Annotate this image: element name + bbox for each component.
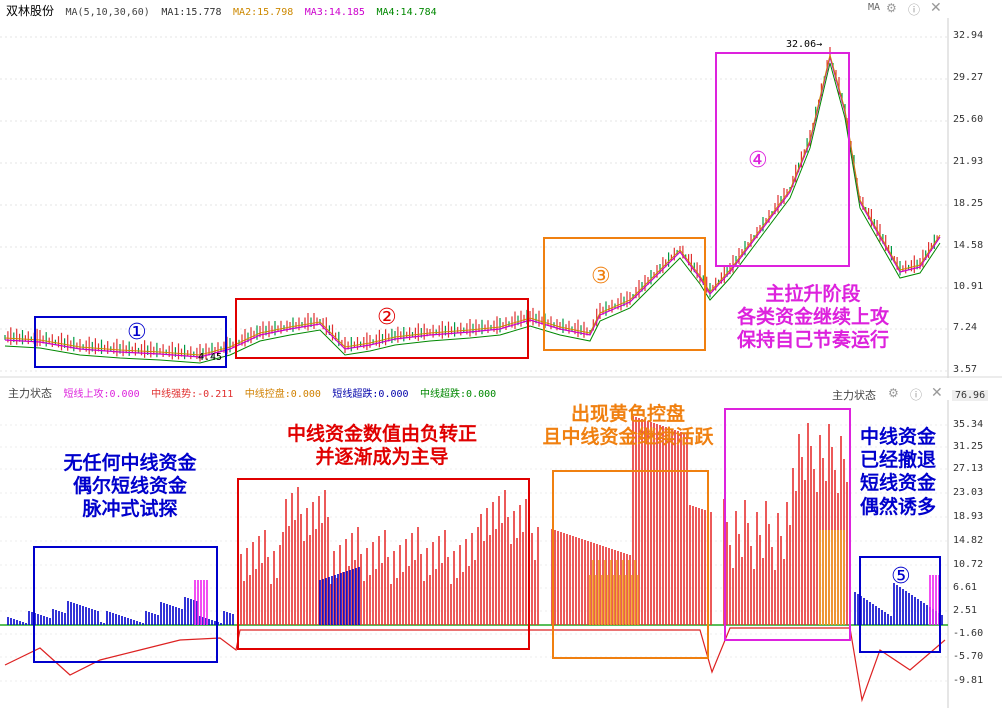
note-line: 无任何中线资金	[63, 452, 197, 474]
gear-icon[interactable]: ⚙	[886, 1, 897, 15]
circle-4-label: ④	[748, 148, 768, 173]
stage5-note: 中线资金 已经撤退 短线资金 偶然诱多	[850, 426, 946, 519]
help-icon[interactable]: ⓘ	[910, 388, 923, 402]
close-icon[interactable]: ✕	[931, 385, 943, 401]
ind-tick: 2.51	[953, 605, 978, 616]
stock-name[interactable]: 双林股份	[6, 4, 55, 18]
ind-tick: 35.34	[953, 419, 984, 430]
note-line: 中线资金	[859, 426, 936, 448]
mid-control-value: 中线控盘:0.000	[244, 389, 321, 400]
note-line: 各类资金继续上攻	[736, 306, 889, 329]
price-tick: 21.93	[953, 156, 984, 167]
ind-tick: 10.72	[953, 559, 984, 570]
stage2-ind-box	[237, 478, 530, 650]
indicator-top-value: 76.96	[952, 390, 989, 401]
note-line: 已经撤退	[859, 449, 936, 472]
price-tick: 3.57	[953, 364, 978, 375]
stage4-note: 主拉升阶段 各类资金继续上攻 保持自己节奏运行	[718, 283, 908, 353]
ind-tick: -5.70	[953, 651, 984, 662]
mid-strong-value: 中线强势:-0.211	[151, 389, 234, 400]
stage1-ind-box	[33, 546, 218, 663]
low-price-label: 4.45	[198, 352, 223, 363]
help-icon[interactable]: ⓘ	[908, 3, 921, 17]
note-line: 短线资金	[859, 472, 936, 495]
stage4-ind-box	[724, 408, 851, 641]
ma3-value: MA3:14.185	[304, 7, 365, 18]
short-jump-value: 短线超跌:0.000	[332, 389, 409, 400]
price-tick: 14.58	[953, 240, 984, 251]
short-up-value: 短线上攻:0.000	[63, 389, 140, 400]
high-price-label: 32.06→	[786, 39, 823, 50]
price-tick: 10.91	[953, 281, 984, 292]
note-line: 保持自己节奏运行	[736, 329, 889, 352]
stage3-box	[543, 237, 706, 351]
indicator-name-right: 主力状态	[832, 389, 876, 402]
price-tick: 29.27	[953, 72, 984, 83]
close-icon[interactable]: ✕	[930, 0, 942, 16]
ind-tick: 23.03	[953, 487, 984, 498]
price-header: 双林股份 MA(5,10,30,60) MA1:15.778 MA2:15.79…	[6, 2, 445, 20]
ind-tick: 18.93	[953, 511, 984, 522]
ind-tick: 14.82	[953, 535, 984, 546]
stage2-box	[235, 298, 529, 359]
stage1-box	[34, 316, 227, 368]
circle-2-label: ②	[377, 305, 397, 330]
circle-5-label: ⑤	[891, 564, 911, 589]
stage3-ind-box	[552, 470, 709, 659]
stage2-note: 中线资金数值由负转正 并逐渐成为主导	[262, 423, 502, 469]
circle-1-label: ①	[127, 320, 147, 345]
stage1-note: 无任何中线资金 偶尔短线资金 脉冲式试探	[40, 452, 220, 522]
price-tick: 25.60	[953, 114, 984, 125]
indicator-name[interactable]: 主力状态	[8, 387, 52, 400]
note-line: 并逐渐成为主导	[315, 446, 449, 469]
note-line: 出现黄色控盘	[570, 403, 685, 425]
ind-tick: -1.60	[953, 628, 984, 639]
ind-tick: -9.81	[953, 675, 984, 686]
note-line: 脉冲式试探	[82, 498, 178, 521]
stage3-note: 出现黄色控盘 且中线资金继续活跃	[523, 403, 733, 449]
ma4-value: MA4:14.784	[376, 7, 437, 18]
indicator-header: 主力状态 短线上攻:0.000 中线强势:-0.211 中线控盘:0.000 短…	[8, 385, 504, 403]
ind-tick: 31.25	[953, 441, 984, 452]
note-line: 且中线资金继续活跃	[542, 426, 714, 449]
ma1-value: MA1:15.778	[161, 7, 222, 18]
price-tick: 32.94	[953, 30, 984, 41]
price-tick: 7.24	[953, 322, 978, 333]
ind-tick: 27.13	[953, 463, 984, 474]
note-line: 偶然诱多	[859, 495, 936, 518]
price-chart[interactable]	[0, 0, 1002, 378]
ind-tick: 6.61	[953, 582, 978, 593]
stage4-box	[715, 52, 850, 267]
price-tick: 18.25	[953, 198, 984, 209]
gear-icon[interactable]: ⚙	[888, 386, 899, 400]
note-line: 主拉升阶段	[765, 283, 861, 305]
ma-button[interactable]: MA	[868, 2, 881, 13]
ma2-value: MA2:15.798	[233, 7, 294, 18]
note-line: 中线资金数值由负转正	[286, 423, 477, 445]
mid-jump-value: 中线超跌:0.000	[420, 389, 497, 400]
circle-3-label: ③	[591, 264, 611, 289]
mid-strong-line	[4, 627, 946, 703]
note-line: 偶尔短线资金	[72, 475, 187, 498]
ma-params: MA(5,10,30,60)	[65, 7, 150, 18]
